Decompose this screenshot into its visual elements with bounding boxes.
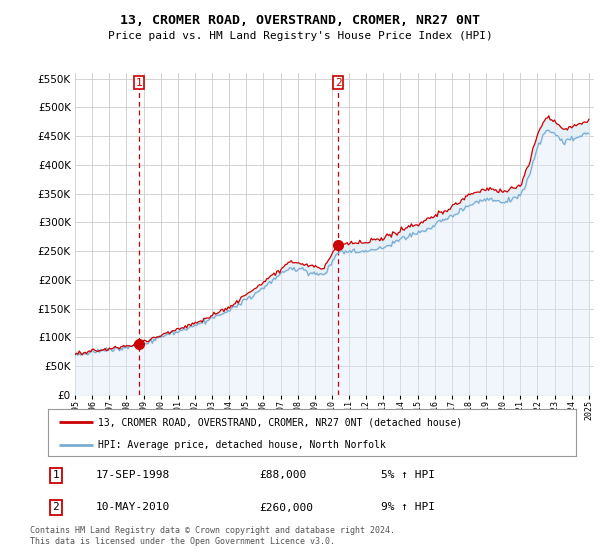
- Text: 2: 2: [335, 78, 341, 87]
- Text: 2: 2: [53, 502, 59, 512]
- Text: £260,000: £260,000: [259, 502, 313, 512]
- Text: Contains HM Land Registry data © Crown copyright and database right 2024.
This d: Contains HM Land Registry data © Crown c…: [30, 526, 395, 546]
- Text: 5% ↑ HPI: 5% ↑ HPI: [380, 470, 434, 480]
- Text: 13, CROMER ROAD, OVERSTRAND, CROMER, NR27 0NT: 13, CROMER ROAD, OVERSTRAND, CROMER, NR2…: [120, 14, 480, 27]
- Text: Price paid vs. HM Land Registry's House Price Index (HPI): Price paid vs. HM Land Registry's House …: [107, 31, 493, 41]
- Text: 10-MAY-2010: 10-MAY-2010: [95, 502, 170, 512]
- Text: £88,000: £88,000: [259, 470, 307, 480]
- Text: HPI: Average price, detached house, North Norfolk: HPI: Average price, detached house, Nort…: [98, 440, 386, 450]
- Text: 1: 1: [136, 78, 142, 87]
- Text: 17-SEP-1998: 17-SEP-1998: [95, 470, 170, 480]
- Text: 13, CROMER ROAD, OVERSTRAND, CROMER, NR27 0NT (detached house): 13, CROMER ROAD, OVERSTRAND, CROMER, NR2…: [98, 417, 463, 427]
- Text: 1: 1: [53, 470, 59, 480]
- Text: 9% ↑ HPI: 9% ↑ HPI: [380, 502, 434, 512]
